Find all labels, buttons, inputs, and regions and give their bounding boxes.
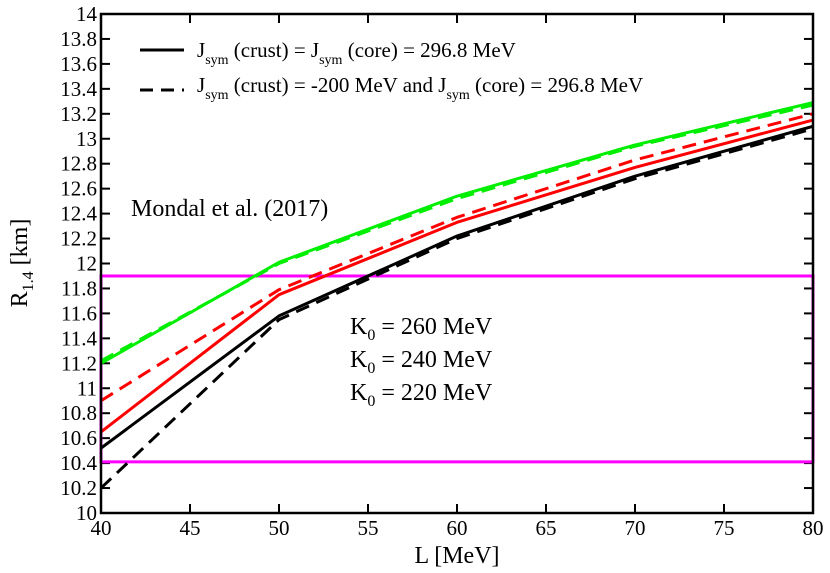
k0-label-240: K0 = 240 MeV bbox=[350, 347, 493, 377]
y-tick-label: 13.4 bbox=[60, 77, 97, 101]
y-tick-label: 13.8 bbox=[60, 27, 97, 51]
y-tick-label: 11.2 bbox=[61, 351, 97, 375]
x-tick-label: 80 bbox=[803, 516, 824, 540]
series-lines bbox=[99, 101, 814, 490]
plot-frame bbox=[99, 12, 815, 515]
y-tick-label: 11 bbox=[77, 376, 97, 400]
y-tick-label: 10.6 bbox=[60, 426, 97, 450]
y-tick-labels: 1010.210.410.610.81111.211.411.611.81212… bbox=[60, 2, 97, 525]
x-tick-label: 65 bbox=[536, 516, 557, 540]
x-tick-label: 70 bbox=[625, 516, 646, 540]
y-tick-label: 12 bbox=[76, 252, 97, 276]
k0-label-260: K0 = 260 MeV bbox=[350, 314, 493, 344]
y-tick-label: 13.2 bbox=[60, 102, 97, 126]
legend-dashed-p3: (core) = 296.8 MeV bbox=[470, 73, 643, 97]
y-tick-label: 11.4 bbox=[61, 326, 97, 350]
legend-dashed-s1: sym bbox=[205, 88, 228, 103]
k0-260-rest: = 260 MeV bbox=[375, 314, 493, 340]
legend-solid-s2: sym bbox=[319, 53, 342, 68]
y-axis-label: R1.4 [km] bbox=[7, 219, 37, 308]
series-line-2 bbox=[100, 118, 814, 434]
k0-240-rest: = 240 MeV bbox=[375, 347, 493, 373]
k0-220-sub: 0 bbox=[367, 393, 375, 410]
legend-dashed-s2: sym bbox=[446, 88, 469, 103]
k0-240-main: K bbox=[350, 347, 368, 373]
legend-solid-p1: J bbox=[197, 38, 205, 62]
y-tick-label: 11.8 bbox=[61, 276, 97, 300]
y-tick-label: 12.2 bbox=[60, 227, 97, 251]
x-tick-label: 60 bbox=[447, 516, 468, 540]
x-tick-label: 75 bbox=[714, 516, 735, 540]
y-tick-label: 10.4 bbox=[60, 451, 97, 475]
k0-260-sub: 0 bbox=[367, 327, 375, 344]
y-axis-label-main: R bbox=[7, 291, 33, 307]
legend-entry-solid: Jsym (crust) = Jsym (core) = 296.8 MeV bbox=[197, 38, 516, 68]
k0-220-main: K bbox=[350, 380, 368, 406]
series-line-4 bbox=[100, 124, 814, 450]
y-axis-label-sub: 1.4 bbox=[20, 271, 37, 291]
k0-220-rest: = 220 MeV bbox=[375, 380, 493, 406]
x-tick-label: 50 bbox=[269, 516, 290, 540]
y-tick-label: 13 bbox=[76, 127, 97, 151]
y-tick-label: 10 bbox=[76, 501, 97, 525]
y-tick-label: 11.6 bbox=[61, 301, 97, 325]
y-tick-label: 13.6 bbox=[60, 52, 97, 76]
legend-solid-p3: (core) = 296.8 MeV bbox=[342, 38, 515, 62]
series-line-5 bbox=[99, 127, 814, 490]
y-axis-label-unit: [km] bbox=[7, 219, 33, 272]
y-tick-label: 14 bbox=[76, 2, 98, 26]
k0-label-220: K0 = 220 MeV bbox=[350, 380, 493, 410]
series-line-1 bbox=[100, 103, 814, 363]
y-tick-label: 10.2 bbox=[60, 476, 97, 500]
legend-dashed-p1: J bbox=[197, 73, 205, 97]
legend-entry-dashed: Jsym (crust) = -200 MeV and Jsym (core) … bbox=[197, 73, 643, 103]
legend-solid-p2: (crust) = J bbox=[229, 38, 320, 62]
x-tick-labels: 40 45 50 55 60 65 70 75 80 bbox=[91, 516, 824, 540]
x-tick-label: 45 bbox=[180, 516, 201, 540]
mondal-annotation: Mondal et al. (2017) bbox=[131, 196, 328, 222]
y-tick-label: 12.6 bbox=[60, 177, 97, 201]
legend-dashed-p2: (crust) = -200 MeV and J bbox=[229, 73, 447, 97]
y-tick-label: 12.8 bbox=[60, 152, 97, 176]
k0-240-sub: 0 bbox=[367, 360, 375, 377]
k0-260-main: K bbox=[350, 314, 368, 340]
y-tick-label: 12.4 bbox=[60, 202, 97, 226]
y-tick-label: 10.8 bbox=[60, 401, 97, 425]
series-line-3 bbox=[100, 112, 814, 402]
x-tick-label: 55 bbox=[358, 516, 379, 540]
x-axis-label: L [MeV] bbox=[414, 543, 499, 569]
legend-solid-s1: sym bbox=[205, 53, 228, 68]
x-tick-label: 40 bbox=[91, 516, 112, 540]
